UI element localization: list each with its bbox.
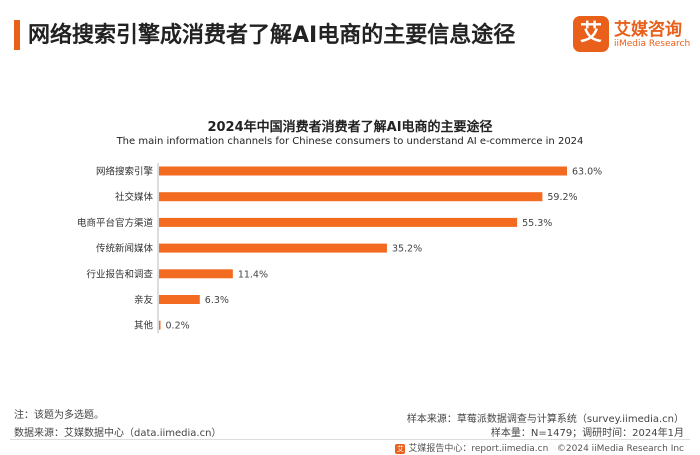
logo-name: 艾媒咨询 [614, 20, 682, 40]
value-label: 59.2% [547, 192, 577, 203]
category-label: 行业报告和调查 [86, 268, 153, 280]
bar [159, 217, 518, 227]
footer-divider [10, 439, 690, 440]
data-source: 数据来源：艾媒数据中心（data.iimedia.cn） [14, 428, 222, 439]
value-label: 11.4% [238, 269, 268, 280]
value-label: 55.3% [522, 218, 552, 229]
bar [159, 192, 543, 202]
sample-size: 样本量：N=1479；调研时间：2024年1月 [490, 428, 684, 439]
value-label: 6.3% [205, 295, 229, 306]
category-label: 电商平台官方渠道 [77, 217, 154, 229]
category-label: 其他 [134, 320, 154, 332]
chart-subtitle: The main information channels for Chines… [116, 136, 584, 147]
bar [159, 295, 200, 304]
logo-subtitle: iiMedia Research [614, 39, 691, 49]
bar [159, 166, 567, 176]
chart-title: 2024年中国消费者消费者了解AI电商的主要途径 [207, 120, 493, 135]
multi-choice-note: 注：该题为多选题。 [14, 410, 104, 421]
bar [159, 320, 161, 330]
page-title: 网络搜索引擎成消费者了解AI电商的主要信息途径 [28, 23, 516, 48]
bar [159, 243, 387, 253]
value-label: 0.2% [166, 321, 190, 332]
bar [159, 269, 233, 279]
category-label: 网络搜索引擎 [96, 166, 154, 178]
title-accent-bar [14, 20, 20, 50]
report-center-link[interactable]: 艾媒报告中心：report.iimedia.cn [408, 444, 549, 454]
category-label: 亲友 [134, 294, 154, 306]
footer: 艾艾媒报告中心：report.iimedia.cn ©2024 iiMedia … [395, 441, 684, 454]
value-label: 35.2% [392, 244, 422, 255]
logo-mark-icon: 艾 [573, 16, 609, 52]
copyright: ©2024 iiMedia Research Inc [556, 444, 684, 454]
sample-source: 样本来源：草莓派数据调查与计算系统（survey.iimedia.cn） [406, 414, 684, 425]
brand-logo: 艾 艾媒咨询 iiMedia Research [573, 14, 691, 56]
category-label: 传统新闻媒体 [96, 243, 154, 255]
report-center-icon: 艾 [395, 443, 406, 454]
value-label: 63.0% [572, 167, 602, 178]
category-label: 社交媒体 [115, 191, 154, 203]
